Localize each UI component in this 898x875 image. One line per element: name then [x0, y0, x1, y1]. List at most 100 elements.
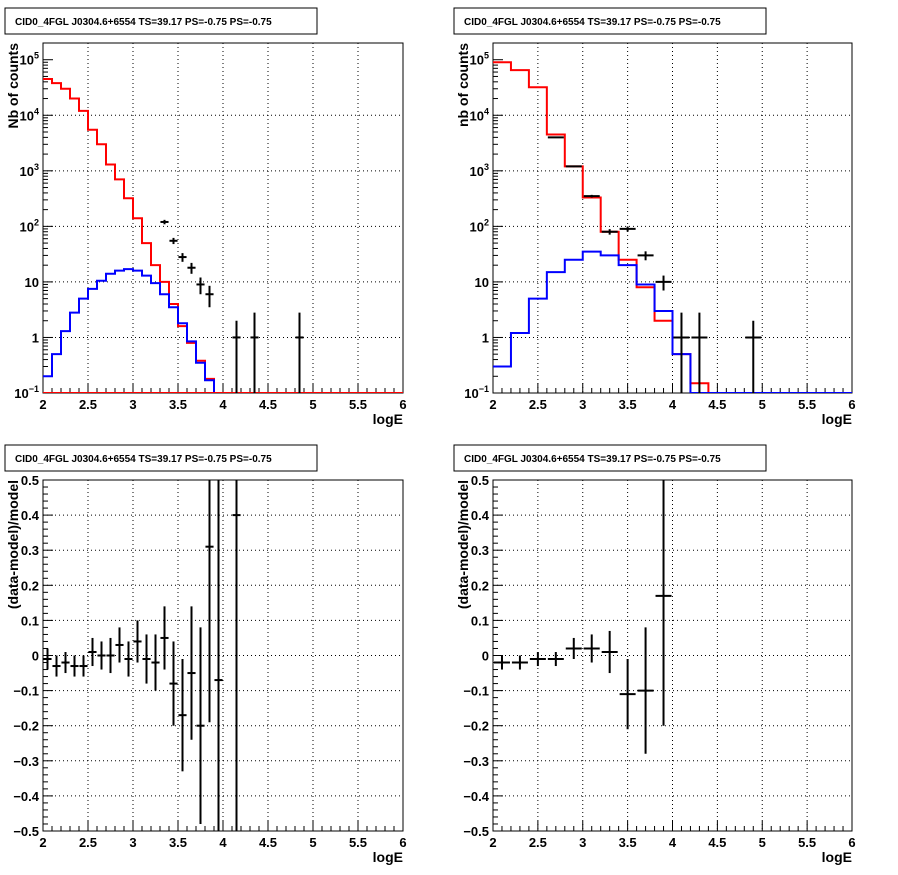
- data-point: [196, 277, 205, 295]
- y-tick-label: 0.2: [21, 578, 39, 593]
- x-axis-label: logE: [373, 411, 403, 427]
- y-tick-label: 0.1: [21, 613, 39, 628]
- data-point: [547, 136, 564, 139]
- data-point: [583, 194, 600, 198]
- x-tick-label: 5: [759, 397, 766, 412]
- title-box: [4, 7, 318, 35]
- data-point: [637, 627, 654, 754]
- data-point: [178, 253, 187, 262]
- x-tick-label: 4: [669, 397, 677, 412]
- x-tick-label: 5.5: [349, 835, 367, 850]
- data-point: [547, 651, 564, 667]
- x-axis-label: logE: [822, 849, 852, 865]
- data-point: [232, 480, 241, 831]
- data-point: [151, 634, 160, 691]
- y-tick-label: −0.4: [463, 789, 489, 804]
- data-point: [205, 285, 214, 308]
- grid: [43, 43, 403, 393]
- data-point: [52, 655, 61, 677]
- x-axis-label: logE: [822, 411, 852, 427]
- x-tick-label: 2.5: [79, 397, 97, 412]
- series-step-1: [493, 61, 852, 393]
- x-tick-label: 6: [399, 397, 406, 412]
- y-tick-label: 0.4: [471, 508, 490, 523]
- y-tick-label: −0.4: [13, 789, 39, 804]
- y-tick-label: 0.3: [21, 543, 39, 558]
- x-tick-label: 2.5: [79, 835, 97, 850]
- chart-title: CID0_4FGL J0304.6+6554 TS=39.17 PS=-0.75…: [15, 17, 272, 28]
- data-point: [250, 312, 259, 393]
- y-tick-label: 0.5: [21, 473, 39, 488]
- title-box: [453, 444, 767, 472]
- x-tick-label: 6: [399, 835, 406, 850]
- y-tick-label: 10: [25, 275, 39, 290]
- x-tick-label: 4: [669, 835, 677, 850]
- x-tick-label: 5: [309, 835, 316, 850]
- x-tick-label: 3.5: [619, 397, 637, 412]
- data-point: [493, 655, 510, 670]
- x-tick-label: 4.5: [708, 397, 726, 412]
- y-tick-label: −0.3: [13, 754, 39, 769]
- y-tick-label: −0.2: [13, 719, 39, 734]
- y-tick-label: −0.1: [13, 684, 39, 699]
- data-point: [565, 637, 582, 660]
- y-tick-label: 10: [475, 275, 489, 290]
- grid: [493, 480, 852, 831]
- x-tick-label: 2: [489, 835, 496, 850]
- y-tick-label: 103: [20, 162, 39, 179]
- x-tick-label: 4: [219, 835, 227, 850]
- data-point: [43, 648, 52, 670]
- y-tick-label: 10−1: [464, 384, 489, 401]
- data-point: [115, 627, 124, 663]
- data-point: [160, 606, 169, 670]
- data-point: [214, 480, 223, 831]
- data-point: [160, 219, 169, 225]
- data-point: [655, 480, 672, 726]
- data-point: [124, 641, 133, 677]
- y-tick-label: 104: [470, 106, 489, 123]
- data-point: [232, 320, 241, 393]
- data-point: [61, 651, 70, 674]
- y-axis-label: Nb of counts: [5, 43, 21, 129]
- x-tick-label: 3.5: [169, 397, 187, 412]
- y-axis-label: (data-model)/model: [5, 480, 21, 609]
- x-tick-label: 6: [848, 397, 855, 412]
- data-point: [691, 312, 708, 393]
- y-tick-label: −0.5: [463, 824, 489, 839]
- data-point: [79, 655, 88, 677]
- data-point: [187, 606, 196, 740]
- y-axis-label: (data-model)/model: [455, 480, 471, 609]
- x-tick-label: 3: [129, 835, 136, 850]
- y-tick-label: 105: [20, 51, 39, 68]
- y-tick-label: −0.1: [463, 684, 489, 699]
- y-tick-label: 0: [482, 649, 489, 664]
- x-tick-label: 5.5: [798, 397, 816, 412]
- data-point: [205, 480, 214, 723]
- title-box: [4, 444, 318, 472]
- data-point: [637, 251, 654, 261]
- data-point: [295, 312, 304, 393]
- x-tick-label: 2.5: [529, 397, 547, 412]
- chart-panel-4: 2 2.5 3 3.5 4 4.5 5 5.5 6 −0.5 −0.4 −0.3 −0.2 −0.1 0 0.…: [453, 444, 856, 865]
- chart-title: CID0_4FGL J0304.6+6554 TS=39.17 PS=-0.75…: [464, 454, 721, 465]
- x-tick-label: 5: [309, 397, 316, 412]
- x-axis-label: logE: [373, 849, 403, 865]
- x-tick-label: 2: [39, 397, 46, 412]
- data-point: [187, 262, 196, 274]
- x-tick-label: 5.5: [798, 835, 816, 850]
- x-tick-label: 3.5: [619, 835, 637, 850]
- data-point: [142, 634, 151, 684]
- data-point: [106, 637, 115, 674]
- y-tick-label: 0.3: [471, 543, 489, 558]
- data-point: [745, 320, 762, 393]
- x-tick-label: 4: [219, 397, 227, 412]
- y-tick-label: 105: [470, 51, 489, 68]
- y-tick-label: 1: [32, 330, 39, 345]
- y-tick-label: 0.1: [471, 613, 489, 628]
- y-tick-label: −0.3: [463, 754, 489, 769]
- data-point: [169, 237, 178, 245]
- x-tick-label: 4.5: [708, 835, 726, 850]
- x-tick-label: 3.5: [169, 835, 187, 850]
- plot-area: [493, 480, 672, 754]
